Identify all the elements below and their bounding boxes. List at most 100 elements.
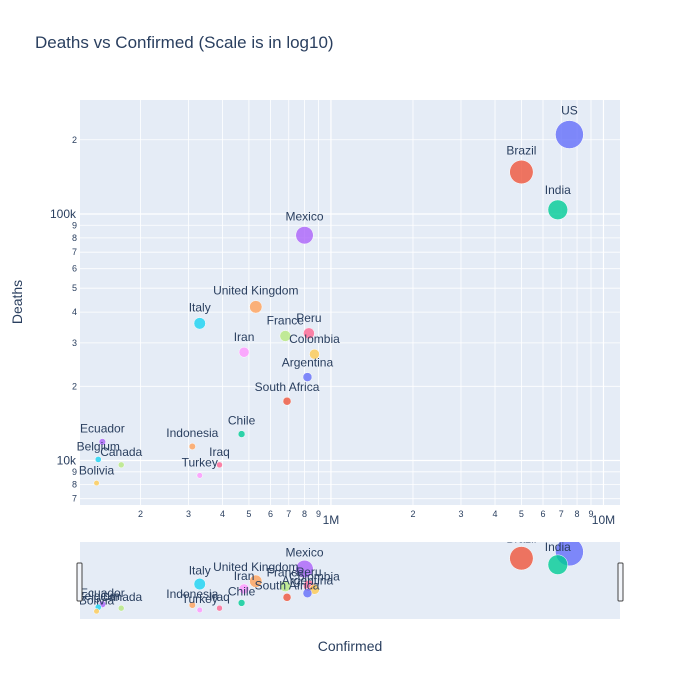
slider-point-label: Brazil [506, 532, 536, 546]
point-iran[interactable] [238, 346, 250, 358]
slider-point [196, 606, 203, 614]
slider-point-label: US [561, 523, 578, 537]
range-slider-right-handle[interactable] [617, 562, 624, 602]
slider-point-label: Chile [228, 584, 256, 598]
point-brazil[interactable] [509, 160, 534, 185]
slider-point-label: Colombia [289, 569, 340, 583]
y-minor-tick-label: 8 [72, 479, 77, 489]
slider-point-label: Mexico [286, 545, 324, 559]
point-iraq[interactable] [216, 461, 223, 469]
point-italy[interactable] [193, 317, 206, 330]
slider-point-label: Peru [296, 565, 321, 579]
range-slider-left-handle[interactable] [76, 562, 83, 602]
point-canada[interactable] [117, 461, 125, 469]
x-minor-tick-label: 3 [458, 509, 463, 519]
x-minor-tick-label: 6 [268, 509, 273, 519]
y-minor-tick-label: 9 [72, 467, 77, 477]
point-label: Belgium [77, 439, 120, 453]
y-minor-tick-label: 9 [72, 220, 77, 230]
x-minor-tick-label: 9 [588, 509, 593, 519]
y-axis-label: Deaths [9, 280, 25, 324]
slider-point-label: Bolivia [79, 594, 115, 608]
y-tick-label: 100k [50, 207, 77, 221]
point-argentina[interactable] [302, 372, 313, 382]
x-minor-tick-label: 9 [316, 509, 321, 519]
point-label: Turkey [182, 456, 218, 470]
x-tick-label: 1M [323, 513, 340, 527]
slider-point-label: United Kingdom [213, 560, 298, 574]
point-label: South Africa [255, 380, 320, 394]
point-label: Argentina [282, 356, 334, 370]
x-minor-tick-label: 2 [138, 509, 143, 519]
slider-point [509, 546, 534, 571]
point-chile[interactable] [237, 430, 246, 438]
point-label: Colombia [289, 332, 340, 346]
slider-point-label: Iran [234, 569, 255, 583]
point-south-africa[interactable] [282, 396, 292, 406]
plot-background [80, 100, 620, 505]
y-minor-tick-label: 2 [72, 135, 77, 145]
point-label: Indonesia [166, 426, 218, 440]
x-minor-tick-label: 2 [410, 509, 415, 519]
point-belgium[interactable] [94, 456, 102, 463]
point-label: US [561, 104, 578, 118]
slider-point-label: Turkey [182, 592, 218, 606]
point-us[interactable] [555, 120, 584, 149]
slider-point [117, 604, 125, 612]
slider-point-label: Ecuador [80, 586, 125, 600]
point-label: Iran [234, 330, 255, 344]
x-minor-tick-label: 7 [559, 509, 564, 519]
point-label: France [267, 314, 305, 328]
point-label: Ecuador [80, 422, 125, 436]
y-minor-tick-label: 7 [72, 494, 77, 504]
chart-title: Deaths vs Confirmed (Scale is in log10) [35, 33, 334, 52]
x-axis-label: Confirmed [318, 638, 383, 654]
point-india[interactable] [547, 199, 568, 220]
slider-point [547, 554, 568, 575]
point-bolivia[interactable] [93, 480, 100, 487]
point-label: United Kingdom [213, 284, 298, 298]
y-minor-tick-label: 5 [72, 283, 77, 293]
point-france[interactable] [279, 330, 292, 342]
point-peru[interactable] [303, 327, 315, 340]
slider-point [238, 583, 250, 595]
y-minor-tick-label: 2 [72, 381, 77, 391]
point-united-kingdom[interactable] [249, 300, 263, 314]
point-mexico[interactable] [295, 226, 314, 245]
x-minor-tick-label: 3 [186, 509, 191, 519]
point-label: Chile [228, 414, 256, 428]
slider-point-label: India [545, 540, 571, 554]
y-minor-tick-label: 6 [72, 264, 77, 274]
point-ecuador[interactable] [98, 438, 106, 446]
point-label: Bolivia [79, 463, 115, 477]
y-tick-label: 10k [57, 454, 77, 468]
slider-point [249, 574, 263, 588]
point-label: Iraq [209, 445, 230, 459]
x-minor-tick-label: 4 [220, 509, 225, 519]
slider-point [93, 608, 100, 615]
x-minor-tick-label: 5 [246, 509, 251, 519]
x-tick-label: 10M [592, 513, 615, 527]
slider-point [237, 599, 246, 607]
point-turkey[interactable] [196, 472, 203, 479]
y-minor-tick-label: 3 [72, 338, 77, 348]
point-label: Peru [296, 311, 321, 325]
point-label: Canada [100, 445, 142, 459]
point-colombia[interactable] [309, 348, 320, 360]
slider-point-label: Iraq [209, 590, 230, 604]
point-label: Mexico [286, 209, 324, 223]
slider-point-label: Italy [189, 563, 211, 577]
point-label: Brazil [506, 143, 536, 157]
point-label: Italy [189, 301, 211, 315]
range-slider-background[interactable] [80, 542, 620, 619]
slider-point [193, 578, 206, 591]
x-minor-tick-label: 6 [540, 509, 545, 519]
x-minor-tick-label: 4 [493, 509, 498, 519]
y-minor-tick-label: 8 [72, 233, 77, 243]
point-indonesia[interactable] [188, 442, 196, 450]
slider-point-label: Indonesia [166, 587, 218, 601]
slider-point-label: Argentina [282, 574, 334, 588]
